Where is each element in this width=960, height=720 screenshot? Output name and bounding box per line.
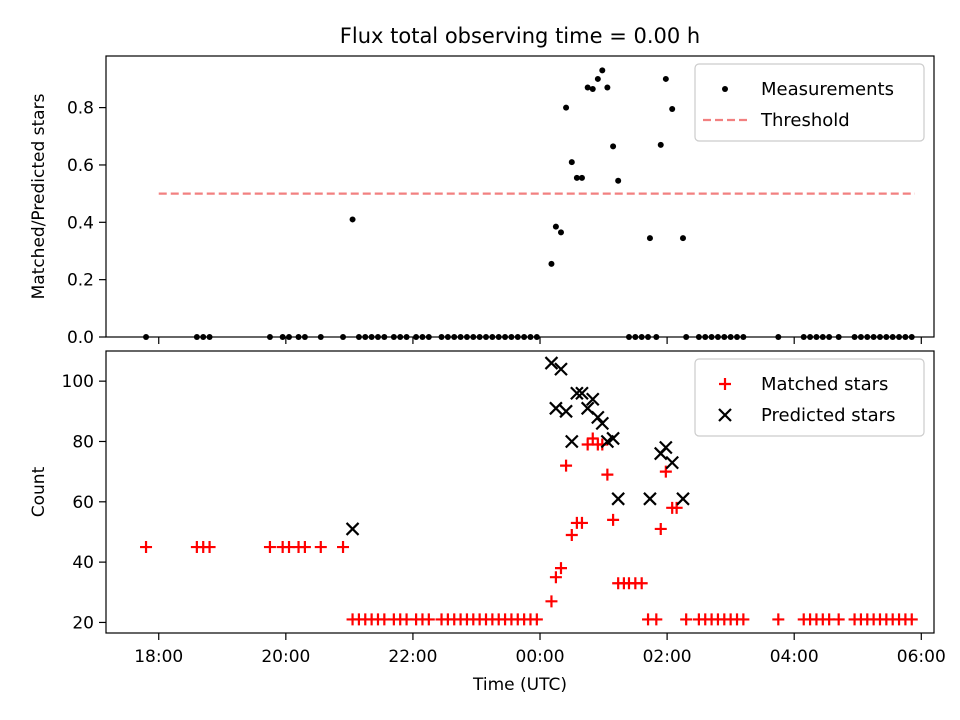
predicted-star-point bbox=[345, 522, 360, 536]
predicted-star-point bbox=[549, 401, 563, 416]
legend-box bbox=[694, 358, 925, 437]
matched-star-point bbox=[737, 613, 750, 626]
predicted-star-point bbox=[676, 492, 690, 506]
measurement-point bbox=[568, 159, 575, 166]
measurement-point bbox=[573, 174, 580, 181]
y-tick-label: 40 bbox=[72, 553, 94, 573]
measurement-point bbox=[548, 260, 555, 267]
matched-star-point bbox=[530, 613, 543, 626]
predicted-star-point bbox=[595, 416, 610, 431]
legend-x-icon bbox=[718, 408, 732, 422]
y-tick-label: 60 bbox=[72, 493, 94, 513]
predicted-star-point bbox=[559, 404, 573, 419]
measurement-point bbox=[584, 84, 591, 91]
x-tick-label: 04:00 bbox=[770, 647, 819, 667]
matched-star-point bbox=[650, 613, 663, 626]
matched-star-point bbox=[298, 541, 311, 554]
measurement-point bbox=[557, 229, 564, 236]
ratio-panel: 0.0 0.2 0.4 0.6 0.8 Matched/Predicted stars Me… bbox=[29, 55, 935, 348]
matched-star-point bbox=[575, 516, 588, 529]
measurement-point bbox=[589, 85, 596, 92]
x-tick-label: 06:00 bbox=[897, 647, 946, 667]
matched-star-point bbox=[337, 541, 350, 554]
measurement-point bbox=[615, 177, 622, 184]
measurement-point bbox=[552, 223, 559, 230]
matched-star-point bbox=[545, 595, 558, 608]
measurement-point bbox=[669, 106, 676, 113]
measurement-point bbox=[662, 75, 669, 82]
matched-star-point bbox=[586, 432, 599, 445]
predicted-star-point bbox=[575, 386, 589, 401]
predicted-star-point bbox=[606, 431, 620, 446]
y-tick-label: 0.0 bbox=[67, 328, 94, 348]
legend-label: Measurements bbox=[761, 79, 894, 100]
predicted-star-point bbox=[665, 455, 679, 470]
measurement-point bbox=[610, 143, 617, 150]
predicted-star-point bbox=[643, 492, 657, 506]
matched-star-point bbox=[832, 613, 845, 626]
measurement-point bbox=[578, 174, 585, 181]
measurement-point bbox=[679, 235, 686, 242]
x-axis-label: Time (UTC) bbox=[472, 675, 567, 695]
x-tick-label: 02:00 bbox=[643, 647, 692, 667]
legend-label: Predicted stars bbox=[761, 405, 895, 426]
legend-plus-icon bbox=[719, 378, 731, 390]
matched-star-point bbox=[422, 613, 435, 626]
matched-star-point bbox=[596, 438, 609, 451]
predicted-star-point bbox=[570, 386, 584, 401]
matched-star-point bbox=[560, 459, 573, 472]
matched-star-point bbox=[680, 613, 693, 626]
measurement-point bbox=[594, 75, 601, 82]
plot-frame bbox=[105, 55, 935, 338]
matched-star-point bbox=[635, 577, 648, 590]
matched-star-point bbox=[203, 541, 216, 554]
legend-label: Matched stars bbox=[761, 374, 888, 395]
matched-star-point bbox=[601, 468, 614, 481]
y-tick-label: 0.6 bbox=[67, 156, 94, 176]
x-tick-label: 20:00 bbox=[261, 647, 310, 667]
predicted-star-point bbox=[659, 440, 673, 455]
predicted-star-point bbox=[554, 362, 568, 376]
legend-box bbox=[694, 63, 925, 142]
predicted-star-point bbox=[585, 392, 600, 407]
matched-star-point bbox=[140, 541, 153, 554]
x-tick-label: 22:00 bbox=[388, 647, 437, 667]
measurement-point bbox=[563, 104, 570, 111]
y-tick-label: 20 bbox=[72, 613, 94, 633]
matched-star-point bbox=[314, 541, 327, 554]
y-tick-label: 0.2 bbox=[67, 271, 94, 291]
matched-star-point bbox=[565, 528, 578, 541]
matched-star-point bbox=[549, 571, 562, 584]
measurement-point bbox=[349, 216, 356, 223]
predicted-star-point bbox=[611, 492, 625, 506]
measurement-point bbox=[646, 235, 653, 242]
y-tick-label: 0.4 bbox=[67, 213, 94, 233]
legend-label: Threshold bbox=[760, 110, 850, 131]
plot-frame bbox=[105, 350, 935, 634]
predicted-star-point bbox=[565, 434, 579, 449]
legend-dot-icon bbox=[722, 86, 728, 92]
matched-star-point bbox=[581, 438, 594, 451]
predicted-star-point bbox=[591, 410, 605, 425]
matched-star-point bbox=[607, 513, 620, 526]
y-tick-label: 100 bbox=[62, 372, 94, 392]
measurement-point bbox=[599, 67, 606, 74]
matched-star-point bbox=[905, 613, 918, 626]
x-tick-label: 00:00 bbox=[516, 647, 565, 667]
matched-star-point bbox=[654, 522, 667, 535]
matched-star-point bbox=[554, 562, 567, 575]
measurement-point bbox=[604, 84, 611, 91]
y-tick-label: 0.8 bbox=[67, 99, 94, 119]
predicted-star-point bbox=[544, 356, 559, 370]
measurement-point bbox=[657, 141, 664, 148]
y-axis-label: Count bbox=[29, 466, 49, 517]
chart-title: Flux total observing time = 0.00 h bbox=[340, 24, 700, 48]
matched-star-point bbox=[772, 613, 785, 626]
x-tick-label: 18:00 bbox=[134, 647, 183, 667]
matched-star-point bbox=[263, 541, 276, 554]
count-panel: 20 40 60 80 100 18:00 20:00 22:00 00:00 02:00 04:0… bbox=[29, 350, 946, 695]
y-axis-label: Matched/Predicted stars bbox=[29, 93, 49, 299]
y-tick-label: 80 bbox=[72, 432, 94, 452]
